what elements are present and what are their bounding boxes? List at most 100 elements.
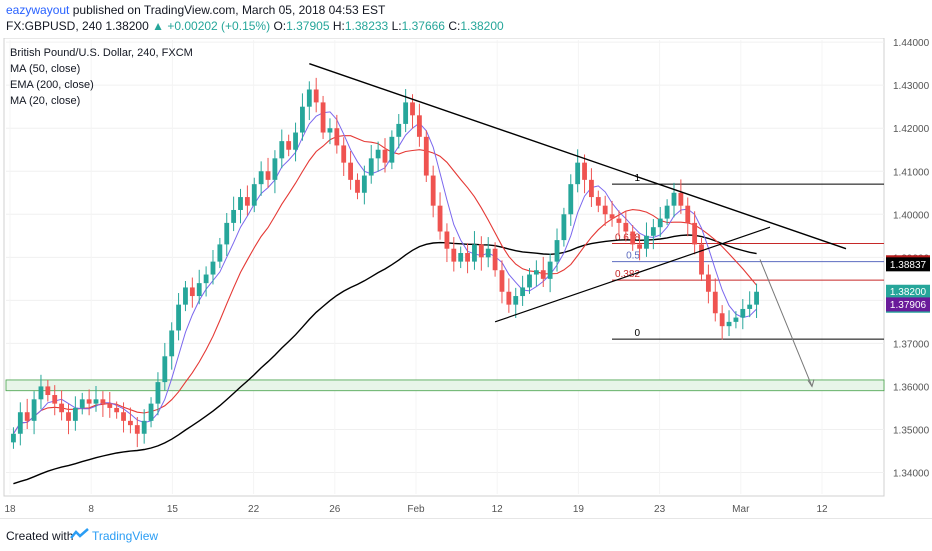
trendlines bbox=[309, 63, 847, 388]
candle-body bbox=[320, 102, 326, 133]
candle-body bbox=[602, 205, 608, 215]
time-tick-label: 15 bbox=[167, 504, 179, 515]
tradingview-brand[interactable]: TradingView bbox=[92, 529, 159, 543]
candle-body bbox=[300, 106, 305, 133]
price-tick-label: 1.34000 bbox=[893, 468, 930, 479]
candle-body bbox=[59, 403, 65, 413]
candle-body bbox=[114, 407, 120, 413]
time-tick-label: Mar bbox=[732, 504, 750, 515]
candle-body bbox=[293, 132, 298, 150]
candle-body bbox=[478, 244, 484, 258]
time-tick-label: 19 bbox=[573, 504, 585, 515]
candle-body bbox=[361, 175, 367, 193]
created-with-label: Created with bbox=[6, 529, 74, 543]
close-value: 1.38200 bbox=[460, 19, 504, 33]
candle-body bbox=[712, 291, 718, 314]
fib-level-label: 0.618 bbox=[615, 233, 640, 244]
chart-legend: British Pound/U.S. Dollar, 240, FXCM MA … bbox=[10, 47, 193, 107]
candle-body bbox=[568, 184, 574, 215]
publish-line: eazywayout published on TradingView.com,… bbox=[6, 3, 385, 17]
candle-body bbox=[657, 218, 663, 228]
candle-body bbox=[176, 304, 181, 331]
projection-arrow bbox=[759, 259, 813, 387]
candle-body bbox=[699, 244, 704, 275]
candle-body bbox=[740, 308, 746, 318]
candle-body bbox=[382, 149, 388, 163]
candle-body bbox=[527, 274, 532, 288]
candle-body bbox=[128, 420, 133, 426]
ascending-trendline bbox=[494, 226, 771, 323]
candle-body bbox=[430, 175, 436, 206]
candle-body bbox=[609, 214, 615, 219]
candle-body bbox=[134, 425, 140, 434]
candle-body bbox=[183, 287, 188, 305]
candle-body bbox=[210, 261, 216, 275]
price-tag-label: 1.37906 bbox=[890, 300, 927, 311]
price-tag-label: 1.38200 bbox=[890, 287, 927, 298]
close-label: C: bbox=[448, 19, 461, 33]
candle-body bbox=[492, 248, 498, 271]
candle-body bbox=[623, 222, 629, 232]
price-tick-label: 1.41000 bbox=[893, 167, 930, 178]
candle-body bbox=[251, 184, 257, 206]
chart-header: eazywayout published on TradingView.com,… bbox=[0, 0, 932, 36]
price-tick-label: 1.35000 bbox=[893, 425, 930, 436]
candle-body bbox=[754, 291, 759, 305]
legend-ma50: MA (50, close) bbox=[10, 63, 80, 75]
candle-body bbox=[334, 128, 340, 146]
candle-body bbox=[630, 231, 636, 245]
candle-body bbox=[678, 192, 684, 206]
candle-body bbox=[17, 412, 23, 434]
candle-body bbox=[348, 162, 354, 180]
candle-body bbox=[238, 197, 243, 210]
time-axis[interactable]: 18 8 15 22 26 Feb 12 19 23 Mar 12 bbox=[4, 495, 884, 515]
tradingview-logo-icon bbox=[70, 528, 89, 539]
author-link[interactable]: eazywayout bbox=[6, 3, 70, 17]
time-tick-label: 12 bbox=[816, 504, 828, 515]
price-tick-label: 1.44000 bbox=[893, 38, 930, 49]
time-tick-label: 26 bbox=[329, 504, 341, 515]
fib-level-label: 1 bbox=[634, 173, 640, 184]
candle-body bbox=[472, 244, 477, 262]
candle-body bbox=[31, 399, 37, 421]
open-label: O: bbox=[273, 19, 287, 33]
candle-body bbox=[86, 399, 92, 404]
legend-ma20: MA (20, close) bbox=[10, 95, 80, 107]
candle-body bbox=[664, 205, 670, 219]
candle-body bbox=[231, 209, 237, 223]
candle-body bbox=[416, 115, 422, 137]
price-tick-label: 1.42000 bbox=[893, 124, 930, 135]
candle-body bbox=[726, 321, 732, 327]
candle-body bbox=[327, 128, 333, 133]
projection-arrowhead bbox=[807, 379, 815, 388]
candle-body bbox=[107, 403, 113, 408]
ohlc-line: FX:GBPUSD, 240 1.38200 ▲ +0.00202 (+0.15… bbox=[6, 19, 504, 33]
price-change: ▲ +0.00202 (+0.15%) bbox=[152, 19, 271, 33]
candle-body bbox=[375, 149, 381, 159]
low-label: L: bbox=[391, 19, 402, 33]
candle-body bbox=[396, 123, 402, 137]
footer: Created with TradingView bbox=[0, 518, 932, 551]
candle-body bbox=[705, 274, 711, 292]
candle-body bbox=[465, 253, 470, 262]
candle-body bbox=[286, 141, 292, 150]
candle-body bbox=[389, 136, 395, 163]
price-chart[interactable]: 1 0.618 0.5 0.382 0 1.44000 1.43000 1.42000 1.4… bbox=[0, 38, 932, 518]
time-tick-label: 22 bbox=[248, 504, 260, 515]
candle-body bbox=[258, 171, 264, 185]
candle-body bbox=[719, 313, 725, 327]
candle-body bbox=[355, 179, 360, 193]
candle-body bbox=[616, 218, 622, 223]
candle-body bbox=[533, 270, 539, 275]
time-tick-label: 23 bbox=[654, 504, 666, 515]
candle-body bbox=[575, 162, 581, 185]
price-tick-label: 1.43000 bbox=[893, 81, 930, 92]
candle-body bbox=[589, 179, 594, 198]
price-tag bbox=[886, 297, 930, 312]
price-tag-label: 1.38837 bbox=[890, 260, 927, 271]
high-value: 1.38233 bbox=[344, 19, 389, 33]
candle-body bbox=[100, 399, 106, 404]
candle-body bbox=[458, 253, 464, 262]
candle-body bbox=[224, 222, 230, 245]
candle-body bbox=[444, 231, 450, 249]
